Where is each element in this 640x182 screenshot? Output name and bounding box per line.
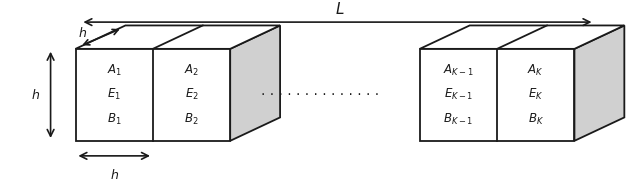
Polygon shape	[420, 49, 575, 141]
Text: $A_{K-1}$: $A_{K-1}$	[443, 62, 474, 78]
Text: · · · · · · · · · · · · · ·: · · · · · · · · · · · · · ·	[261, 88, 379, 102]
Polygon shape	[575, 25, 625, 141]
Text: $B_K$: $B_K$	[528, 112, 544, 127]
Text: $A_2$: $A_2$	[184, 62, 199, 78]
Text: $h$: $h$	[31, 88, 40, 102]
Polygon shape	[230, 25, 280, 141]
Text: $E_2$: $E_2$	[184, 87, 198, 102]
Text: $A_1$: $A_1$	[107, 62, 122, 78]
Text: $E_K$: $E_K$	[528, 87, 543, 102]
Text: $A_K$: $A_K$	[527, 62, 544, 78]
Text: $E_1$: $E_1$	[108, 87, 121, 102]
Text: $h$: $h$	[109, 168, 119, 182]
Text: $B_{K-1}$: $B_{K-1}$	[444, 112, 474, 127]
Polygon shape	[76, 25, 280, 49]
Text: $E_{K-1}$: $E_{K-1}$	[444, 87, 473, 102]
Text: $B_1$: $B_1$	[107, 112, 122, 127]
Polygon shape	[76, 49, 230, 141]
Polygon shape	[420, 25, 625, 49]
Text: $L$: $L$	[335, 1, 345, 17]
Text: $B_2$: $B_2$	[184, 112, 199, 127]
Text: $h$: $h$	[78, 26, 87, 40]
